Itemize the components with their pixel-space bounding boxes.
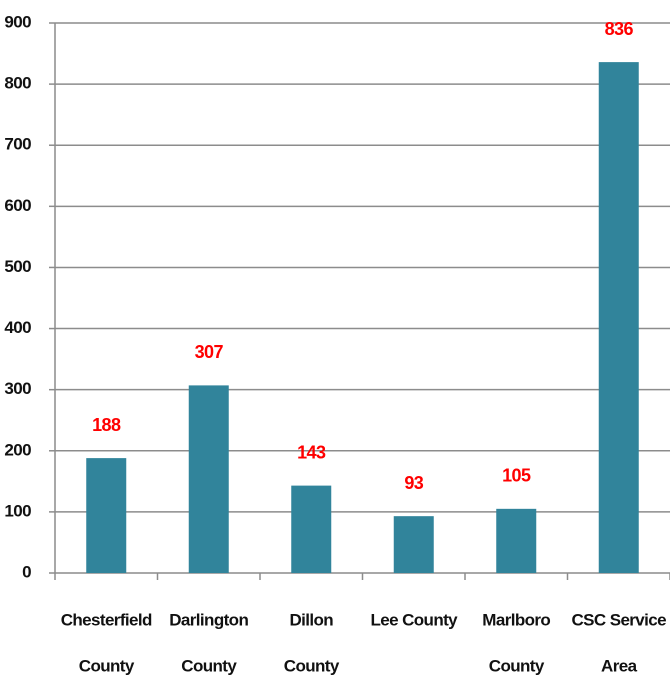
x-tick-label: Area: [601, 656, 638, 675]
y-tick-label: 200: [4, 440, 31, 459]
x-tick-label: Darlington: [169, 610, 248, 629]
data-label: 188: [92, 415, 121, 435]
y-tick-label: 500: [4, 257, 31, 276]
y-tick-label: 700: [4, 135, 31, 154]
x-tick-label: CSC Service: [571, 610, 666, 629]
data-label: 307: [195, 342, 224, 362]
x-tick-label: County: [79, 656, 135, 675]
x-tick-label: Chesterfield: [61, 610, 152, 629]
x-tick-label: County: [284, 656, 340, 675]
data-label: 143: [297, 442, 326, 462]
x-tick-label: Marlboro: [482, 610, 550, 629]
x-tick-label: Dillon: [289, 610, 333, 629]
bar: [188, 385, 229, 573]
x-tick-label: County: [489, 656, 545, 675]
y-tick-label: 400: [4, 318, 31, 337]
x-tick-label: County: [181, 656, 237, 675]
y-tick-label: 900: [4, 12, 31, 31]
bar: [393, 516, 434, 573]
bar: [291, 485, 332, 573]
data-label: 105: [502, 466, 531, 486]
x-tick-label: Lee County: [370, 610, 458, 629]
y-tick-label: 800: [4, 74, 31, 93]
bar: [496, 508, 537, 573]
bar: [598, 62, 639, 573]
data-label: 836: [605, 19, 634, 39]
data-label: 93: [404, 473, 423, 493]
y-tick-label: 300: [4, 379, 31, 398]
bar: [86, 458, 127, 573]
y-tick-label: 0: [22, 562, 31, 581]
y-tick-label: 600: [4, 196, 31, 215]
y-tick-label: 100: [4, 501, 31, 520]
